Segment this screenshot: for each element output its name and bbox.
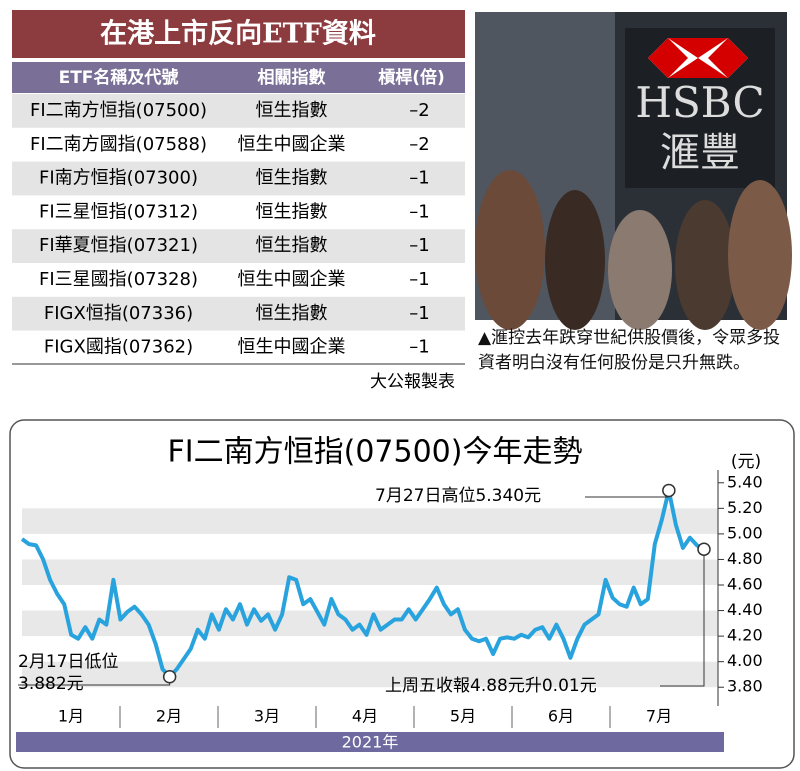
x-tick-label: 1月	[58, 707, 84, 726]
table-title: 在港上市反向ETF資料	[100, 18, 376, 50]
table-row-band	[12, 94, 465, 128]
chart-title: FI二南方恒指(07500)今年走勢	[168, 435, 583, 470]
table-cell: 恒生指數	[256, 235, 328, 256]
x-axis-label: 2021年	[342, 733, 399, 752]
table-cell: 恒生中國企業	[238, 269, 346, 290]
table-header-cell: 相關指數	[258, 67, 326, 88]
table-row-band	[12, 229, 465, 263]
y-axis-label: (元)	[731, 452, 761, 472]
table-cell: 恒生指數	[256, 303, 328, 324]
point-marker	[697, 542, 711, 556]
table-cell: –1	[409, 337, 429, 358]
x-label-bar	[16, 732, 724, 752]
table-cell: 恒生中國企業	[238, 134, 346, 155]
leader	[660, 549, 705, 687]
table-cell: FI二南方國指(07588)	[30, 134, 207, 155]
table-cell: 恒生指數	[256, 201, 328, 222]
point-marker	[162, 669, 177, 684]
y-tick-label: 4.00	[727, 651, 763, 670]
table-cell: 恒生中國企業	[238, 337, 346, 358]
table-row-band	[12, 296, 465, 331]
x-tick-label: 7月	[646, 707, 672, 726]
table-cell: 恒生指數	[256, 168, 328, 189]
table-cell: –1	[409, 269, 429, 290]
y-tick-label: 5.20	[727, 498, 763, 517]
y-tick-label: 5.40	[727, 472, 763, 491]
table-header-cell: ETF名稱及代號	[59, 67, 179, 88]
table-header-cell: 槓桿(倍)	[378, 67, 445, 88]
table-title-bar	[12, 10, 465, 58]
annotation: 2月17日低位	[18, 652, 118, 672]
y-tick-label: 4.80	[727, 549, 763, 568]
table-cell: –1	[409, 201, 429, 222]
chart-frame	[9, 419, 795, 769]
table-cell: FI三星國指(07328)	[39, 269, 198, 290]
table-source: 大公報製表	[370, 372, 455, 392]
grid-band	[22, 661, 718, 688]
table-cell: –2	[409, 134, 429, 155]
grid-band	[22, 559, 718, 585]
table-cell: FIGX國指(07362)	[44, 337, 193, 358]
photo: HSBC 滙豐	[475, 12, 792, 330]
y-tick-label: 4.40	[727, 600, 763, 619]
annotation: 3.882元	[18, 674, 84, 694]
table-cell: FI華夏恒指(07321)	[39, 235, 198, 256]
price-line	[20, 488, 705, 679]
table-cell: –1	[409, 168, 429, 189]
table-cell: –1	[409, 235, 429, 256]
x-tick-label: 6月	[548, 707, 574, 726]
photo-sign: HSBC	[635, 78, 764, 127]
table-cell: FIGX恒指(07336)	[44, 303, 193, 324]
photo-caption: ▲滙控去年跌穿世紀供股價後，令眾多投資者明白沒有任何股份是只升無跌。	[478, 328, 781, 373]
y-tick-label: 4.20	[727, 626, 763, 645]
table-cell: –1	[409, 303, 429, 324]
annotation: 7月27日高位5.340元	[375, 486, 541, 506]
photo-sign: 滙豐	[660, 130, 740, 176]
y-tick-label: 4.60	[727, 575, 763, 594]
table-cell: 恒生指數	[256, 100, 328, 121]
x-tick-label: 2月	[156, 707, 182, 726]
y-tick-label: 5.00	[727, 523, 763, 542]
table-cell: –2	[409, 100, 429, 121]
x-tick-label: 3月	[254, 707, 280, 726]
y-tick-label: 3.80	[727, 677, 763, 696]
table-cell: FI三星恒指(07312)	[39, 201, 198, 222]
table-cell: FI二南方恒指(07500)	[30, 100, 207, 121]
table-cell: FI南方恒指(07300)	[39, 168, 198, 189]
table-row-band	[12, 161, 465, 196]
point-marker	[662, 483, 676, 498]
x-tick-label: 5月	[450, 707, 476, 726]
annotation: 上周五收報4.88元升0.01元	[385, 676, 597, 696]
grid-band	[22, 508, 718, 534]
x-tick-label: 4月	[352, 707, 378, 726]
table-header-bar	[12, 62, 465, 93]
